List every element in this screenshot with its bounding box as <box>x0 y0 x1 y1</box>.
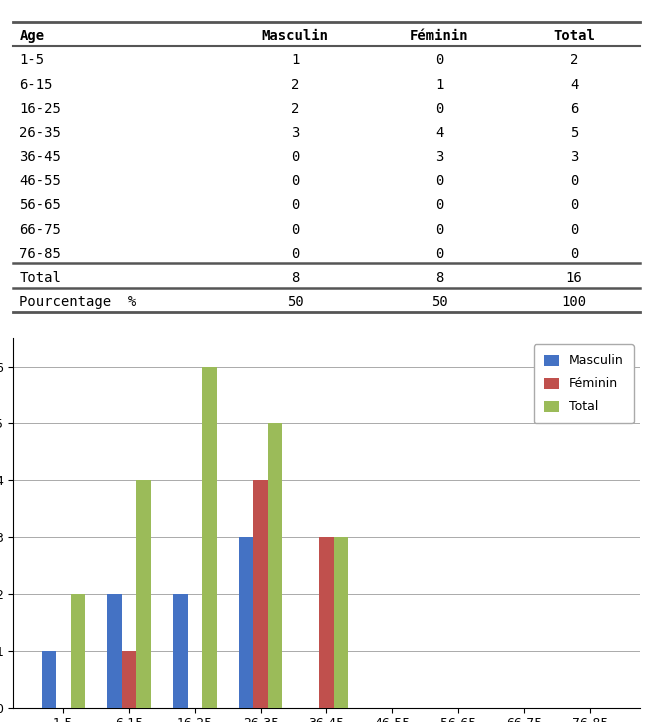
Text: 1: 1 <box>435 77 443 92</box>
Text: 2: 2 <box>291 102 299 116</box>
Text: 1: 1 <box>291 53 299 67</box>
Text: 3: 3 <box>570 150 579 164</box>
Text: 6-15: 6-15 <box>20 77 53 92</box>
Text: 0: 0 <box>570 174 579 188</box>
Text: 0: 0 <box>435 222 443 237</box>
Text: Total: Total <box>553 29 595 43</box>
Bar <box>122 651 136 708</box>
Bar <box>107 594 122 708</box>
Text: 8: 8 <box>435 271 443 285</box>
Text: 66-75: 66-75 <box>20 222 61 237</box>
Text: Total: Total <box>20 271 61 285</box>
Text: 5: 5 <box>570 126 579 140</box>
Text: 0: 0 <box>291 247 299 261</box>
Text: 0: 0 <box>435 102 443 116</box>
Bar <box>253 480 268 708</box>
Text: 4: 4 <box>435 126 443 140</box>
Bar <box>319 537 334 708</box>
Text: 100: 100 <box>562 295 586 309</box>
Text: 50: 50 <box>287 295 304 309</box>
Bar <box>239 537 253 708</box>
Text: 0: 0 <box>291 174 299 188</box>
Text: Pourcentage  %: Pourcentage % <box>20 295 136 309</box>
Text: 0: 0 <box>291 199 299 212</box>
Text: 50: 50 <box>431 295 448 309</box>
Bar <box>268 424 282 708</box>
Text: 2: 2 <box>570 53 579 67</box>
Text: 0: 0 <box>435 53 443 67</box>
Bar <box>136 480 151 708</box>
Bar <box>42 651 56 708</box>
Text: 4: 4 <box>570 77 579 92</box>
Text: 16-25: 16-25 <box>20 102 61 116</box>
Bar <box>173 594 187 708</box>
Text: 0: 0 <box>570 199 579 212</box>
Text: 56-65: 56-65 <box>20 199 61 212</box>
Text: 0: 0 <box>570 247 579 261</box>
Text: 0: 0 <box>570 222 579 237</box>
Text: 3: 3 <box>435 150 443 164</box>
Text: 3: 3 <box>291 126 299 140</box>
Text: 0: 0 <box>291 150 299 164</box>
Text: 0: 0 <box>291 222 299 237</box>
Text: 0: 0 <box>435 199 443 212</box>
Text: 1-5: 1-5 <box>20 53 44 67</box>
Bar <box>71 594 85 708</box>
Bar <box>334 537 348 708</box>
Text: 76-85: 76-85 <box>20 247 61 261</box>
Text: 6: 6 <box>570 102 579 116</box>
Text: 8: 8 <box>291 271 299 285</box>
Text: Age: Age <box>20 29 44 43</box>
Bar <box>202 367 217 708</box>
Text: 16: 16 <box>565 271 582 285</box>
Text: 46-55: 46-55 <box>20 174 61 188</box>
Text: 36-45: 36-45 <box>20 150 61 164</box>
Text: 0: 0 <box>435 174 443 188</box>
Text: 2: 2 <box>291 77 299 92</box>
Text: 26-35: 26-35 <box>20 126 61 140</box>
Text: Féminin: Féminin <box>410 29 469 43</box>
Text: Masculin: Masculin <box>262 29 328 43</box>
Text: 0: 0 <box>435 247 443 261</box>
Legend: Masculin, Féminin, Total: Masculin, Féminin, Total <box>534 344 633 424</box>
